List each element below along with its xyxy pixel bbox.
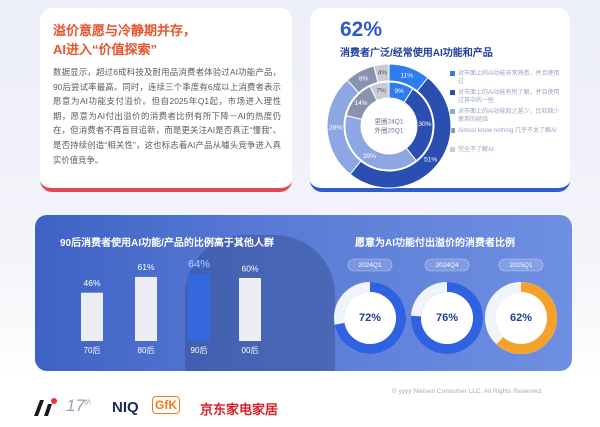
category-label: 2025Q1 xyxy=(509,262,533,269)
data-label: 9% xyxy=(394,88,404,95)
anniversary: 17th xyxy=(66,396,91,416)
chart-title: 消费者广泛/经常使用AI功能和产品 xyxy=(340,48,493,59)
data-label: 4% xyxy=(378,70,388,77)
data-label: 46% xyxy=(83,278,100,288)
card-body: 数据显示，超过6成科技及耐用品消费者体验过AI功能产品，90后尝试率最高。同时，… xyxy=(53,67,281,165)
gauge-arc xyxy=(334,282,406,354)
bar xyxy=(239,278,261,341)
legend-text: 完全不了解AI xyxy=(458,147,494,153)
pill xyxy=(498,258,544,272)
redtop-logo xyxy=(34,398,57,416)
legend-swatch xyxy=(450,90,455,95)
bar xyxy=(135,276,157,341)
legend-item: 完全不了解AI xyxy=(450,146,564,154)
x-tick-label: 80后 xyxy=(138,345,155,355)
pill xyxy=(424,258,470,272)
center-label: 里圈24Q1 xyxy=(375,118,404,126)
data-label: 61% xyxy=(137,262,154,272)
chart-title: 愿意为AI功能付出溢价的消费者比例 xyxy=(355,238,515,249)
gauge-center xyxy=(344,292,396,344)
data-label: 30% xyxy=(418,121,431,128)
legend-text: 对市面上的AI功能非常熟悉，并且使用过 xyxy=(458,71,560,85)
donut-segment xyxy=(369,81,390,102)
legend-item: 对市面上的AI功能非常熟悉，并且使用过 xyxy=(450,70,564,86)
copyright: © yyyy Nielsen Consumer LLC. All Rights … xyxy=(392,388,543,395)
gauge-arc xyxy=(496,282,557,354)
x-tick-label: 70后 xyxy=(84,345,101,355)
category-label: 2024Q1 xyxy=(358,262,382,269)
legend-item: 对市面上的AI功能有所了解，并且使用过其中的一些 xyxy=(450,89,564,105)
gfk-logo: GfK xyxy=(152,396,180,414)
data-label: 62% xyxy=(510,312,532,324)
donut-segment xyxy=(373,63,390,83)
bar xyxy=(81,292,103,341)
center-label: 外圈25Q1 xyxy=(375,126,404,135)
legend-swatch xyxy=(450,128,455,133)
x-tick-label: 00后 xyxy=(242,345,259,355)
legend-swatch xyxy=(450,147,455,152)
legend-item: Almost know nothing 几乎不太了解AI xyxy=(450,127,564,135)
category-label: 2024Q4 xyxy=(435,262,459,269)
data-label: 51% xyxy=(424,156,437,163)
legend-item: 对市面上的AI功能知之甚少，比较缺少使用的经验 xyxy=(450,108,564,124)
data-label: 11% xyxy=(401,72,414,79)
data-label: 8% xyxy=(359,76,369,83)
anniversary-suffix: th xyxy=(84,399,91,407)
legend-text: Almost know nothing 几乎不太了解AI xyxy=(458,128,557,134)
data-label: 64% xyxy=(188,259,210,271)
niq-logo: NIQ xyxy=(112,399,139,416)
x-tick-label: 90后 xyxy=(191,345,208,355)
data-label: 39% xyxy=(363,153,376,160)
gauge-center xyxy=(421,292,473,344)
card-title: 溢价意愿与冷静期并存， xyxy=(53,23,197,38)
chart-title: 90后消费者使用AI功能/产品的比例高于其他人群 xyxy=(60,238,274,249)
bar xyxy=(188,273,210,341)
data-label: 76% xyxy=(436,312,458,324)
data-label: 60% xyxy=(241,263,258,273)
data-label: 72% xyxy=(359,312,381,324)
insight-card: 溢价意愿与冷静期并存， AI进入“价值探索” 数据显示，超过6成科技及耐用品消费… xyxy=(40,8,292,192)
legend-text: 对市面上的AI功能知之甚少，比较缺少使用的经验 xyxy=(458,109,560,123)
data-label: 7% xyxy=(376,88,386,95)
pill xyxy=(347,258,393,272)
legend-swatch xyxy=(450,109,455,114)
anniversary-number: 17 xyxy=(66,396,85,415)
legend-text: 对市面上的AI功能有所了解，并且使用过其中的一些 xyxy=(458,90,560,104)
jd-logo: 京东家电家居 xyxy=(200,402,279,417)
card-title: AI进入“价值探索” xyxy=(53,42,158,57)
headline: 62% xyxy=(340,18,383,41)
data-label: 14% xyxy=(355,100,368,107)
data-label: 28% xyxy=(329,124,342,131)
gauge-center xyxy=(495,292,547,344)
gauge-arc xyxy=(411,282,483,354)
legend-swatch xyxy=(450,71,455,76)
